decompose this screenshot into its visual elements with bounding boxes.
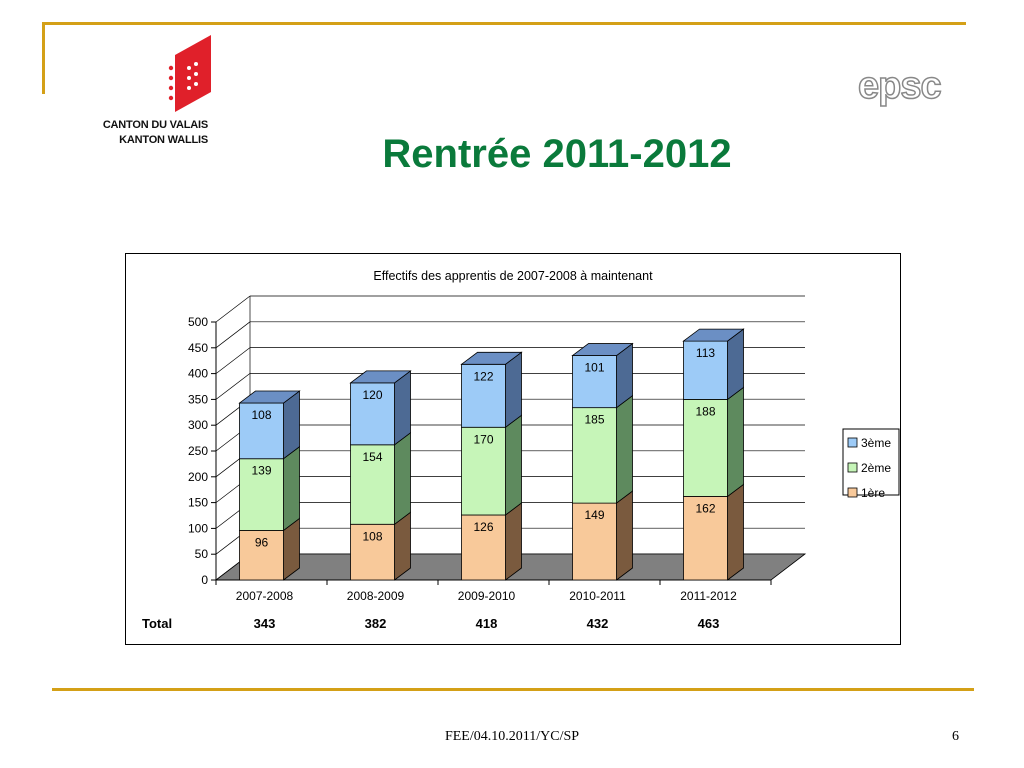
grid-side-line bbox=[215, 295, 251, 323]
bar-segment bbox=[461, 514, 506, 581]
bar-side-face bbox=[505, 414, 522, 516]
data-label: 101 bbox=[584, 361, 604, 375]
total-value: 418 bbox=[476, 616, 498, 631]
epsc-logo: epsc bbox=[857, 65, 968, 107]
legend-swatch bbox=[847, 487, 858, 498]
y-tick-label: 200 bbox=[188, 470, 208, 484]
decorative-bottom-line bbox=[52, 688, 974, 691]
data-label: 122 bbox=[473, 369, 493, 383]
bar-segment bbox=[683, 340, 728, 400]
legend-label: 2ème bbox=[861, 461, 891, 475]
stacked-bar-chart: Effectifs des apprentis de 2007-2008 à m… bbox=[142, 269, 900, 631]
y-tick-label: 100 bbox=[188, 521, 208, 535]
data-label: 170 bbox=[473, 432, 493, 446]
y-tick-label: 500 bbox=[188, 315, 208, 329]
legend-label: 3ème bbox=[861, 436, 891, 450]
y-tick-label: 50 bbox=[195, 547, 209, 561]
data-label: 154 bbox=[362, 450, 382, 464]
bar-top-face bbox=[349, 370, 412, 384]
epsc-logo-text: epsc bbox=[857, 65, 942, 107]
grid-side-line bbox=[215, 321, 251, 349]
bar-segment bbox=[572, 502, 617, 581]
chart-frame: Effectifs des apprentis de 2007-2008 à m… bbox=[125, 253, 901, 645]
bar-segment bbox=[572, 355, 617, 409]
bar-segment bbox=[683, 496, 728, 581]
page-number: 6 bbox=[952, 729, 959, 744]
total-value: 382 bbox=[365, 616, 387, 631]
legend-swatch bbox=[847, 437, 858, 448]
bar-side-face bbox=[394, 370, 411, 446]
chart-title: Effectifs des apprentis de 2007-2008 à m… bbox=[373, 269, 653, 283]
y-tick-label: 250 bbox=[188, 444, 208, 458]
data-label: 120 bbox=[362, 388, 382, 402]
data-label: 108 bbox=[251, 408, 271, 422]
data-label: 108 bbox=[362, 529, 382, 543]
valais-flag-icon bbox=[168, 35, 211, 112]
bar-segment bbox=[350, 382, 395, 446]
bar-side-face bbox=[283, 445, 300, 532]
totals-label: Total bbox=[142, 616, 172, 631]
bar-segment bbox=[239, 530, 284, 581]
bar-side-face bbox=[505, 351, 522, 429]
legend-swatch bbox=[847, 462, 858, 473]
x-tick-label: 2011-2012 bbox=[680, 589, 737, 603]
bar-side-face bbox=[616, 394, 633, 504]
data-label: 139 bbox=[251, 464, 271, 478]
data-label: 96 bbox=[255, 535, 269, 549]
y-tick-label: 400 bbox=[188, 367, 208, 381]
y-tick-label: 150 bbox=[188, 496, 208, 510]
bar-side-face bbox=[727, 386, 744, 498]
bar-side-face bbox=[727, 483, 744, 581]
grid-side-line bbox=[215, 347, 251, 374]
y-tick-label: 450 bbox=[188, 341, 208, 355]
x-tick-label: 2009-2010 bbox=[458, 589, 516, 603]
bar-top-face bbox=[238, 390, 301, 404]
bar-top-face bbox=[460, 351, 523, 365]
total-value: 432 bbox=[587, 616, 609, 631]
page-title: Rentrée 2011-2012 bbox=[382, 132, 732, 176]
canton-valais-logo: CANTON DU VALAIS KANTON WALLIS bbox=[80, 30, 220, 155]
data-label: 188 bbox=[695, 404, 715, 418]
total-value: 343 bbox=[254, 616, 276, 631]
decorative-top-line bbox=[42, 22, 966, 25]
legend-label: 1ère bbox=[861, 486, 885, 500]
x-tick-label: 2007-2008 bbox=[236, 589, 294, 603]
bar-segment bbox=[350, 444, 395, 525]
bar-side-face bbox=[394, 432, 411, 526]
y-tick-label: 350 bbox=[188, 392, 208, 406]
bar-top-face bbox=[571, 343, 634, 356]
bar-segment bbox=[350, 523, 395, 581]
total-value: 463 bbox=[698, 616, 720, 631]
bar-top-face bbox=[682, 328, 745, 342]
data-label: 185 bbox=[584, 413, 604, 427]
logo-text-line2: KANTON WALLIS bbox=[119, 134, 208, 146]
data-label: 113 bbox=[696, 346, 715, 360]
footer-text: FEE/04.10.2011/YC/SP bbox=[444, 729, 580, 744]
data-label: 126 bbox=[473, 520, 493, 534]
logo-text-line1: CANTON DU VALAIS bbox=[102, 119, 208, 131]
x-tick-label: 2010-2011 bbox=[569, 589, 626, 603]
y-tick-label: 0 bbox=[201, 573, 208, 587]
bar-segment bbox=[461, 363, 506, 428]
bar-segment bbox=[239, 402, 284, 460]
grid-side-line bbox=[215, 373, 251, 400]
y-tick-label: 300 bbox=[188, 418, 208, 432]
data-label: 162 bbox=[695, 501, 715, 515]
bar-segment bbox=[461, 426, 506, 516]
x-tick-label: 2008-2009 bbox=[347, 589, 405, 603]
bar-side-face bbox=[505, 502, 522, 581]
bar-side-face bbox=[616, 490, 633, 581]
data-label: 149 bbox=[584, 508, 604, 522]
bar-segment bbox=[239, 458, 284, 531]
decorative-vertical-line bbox=[42, 22, 45, 94]
